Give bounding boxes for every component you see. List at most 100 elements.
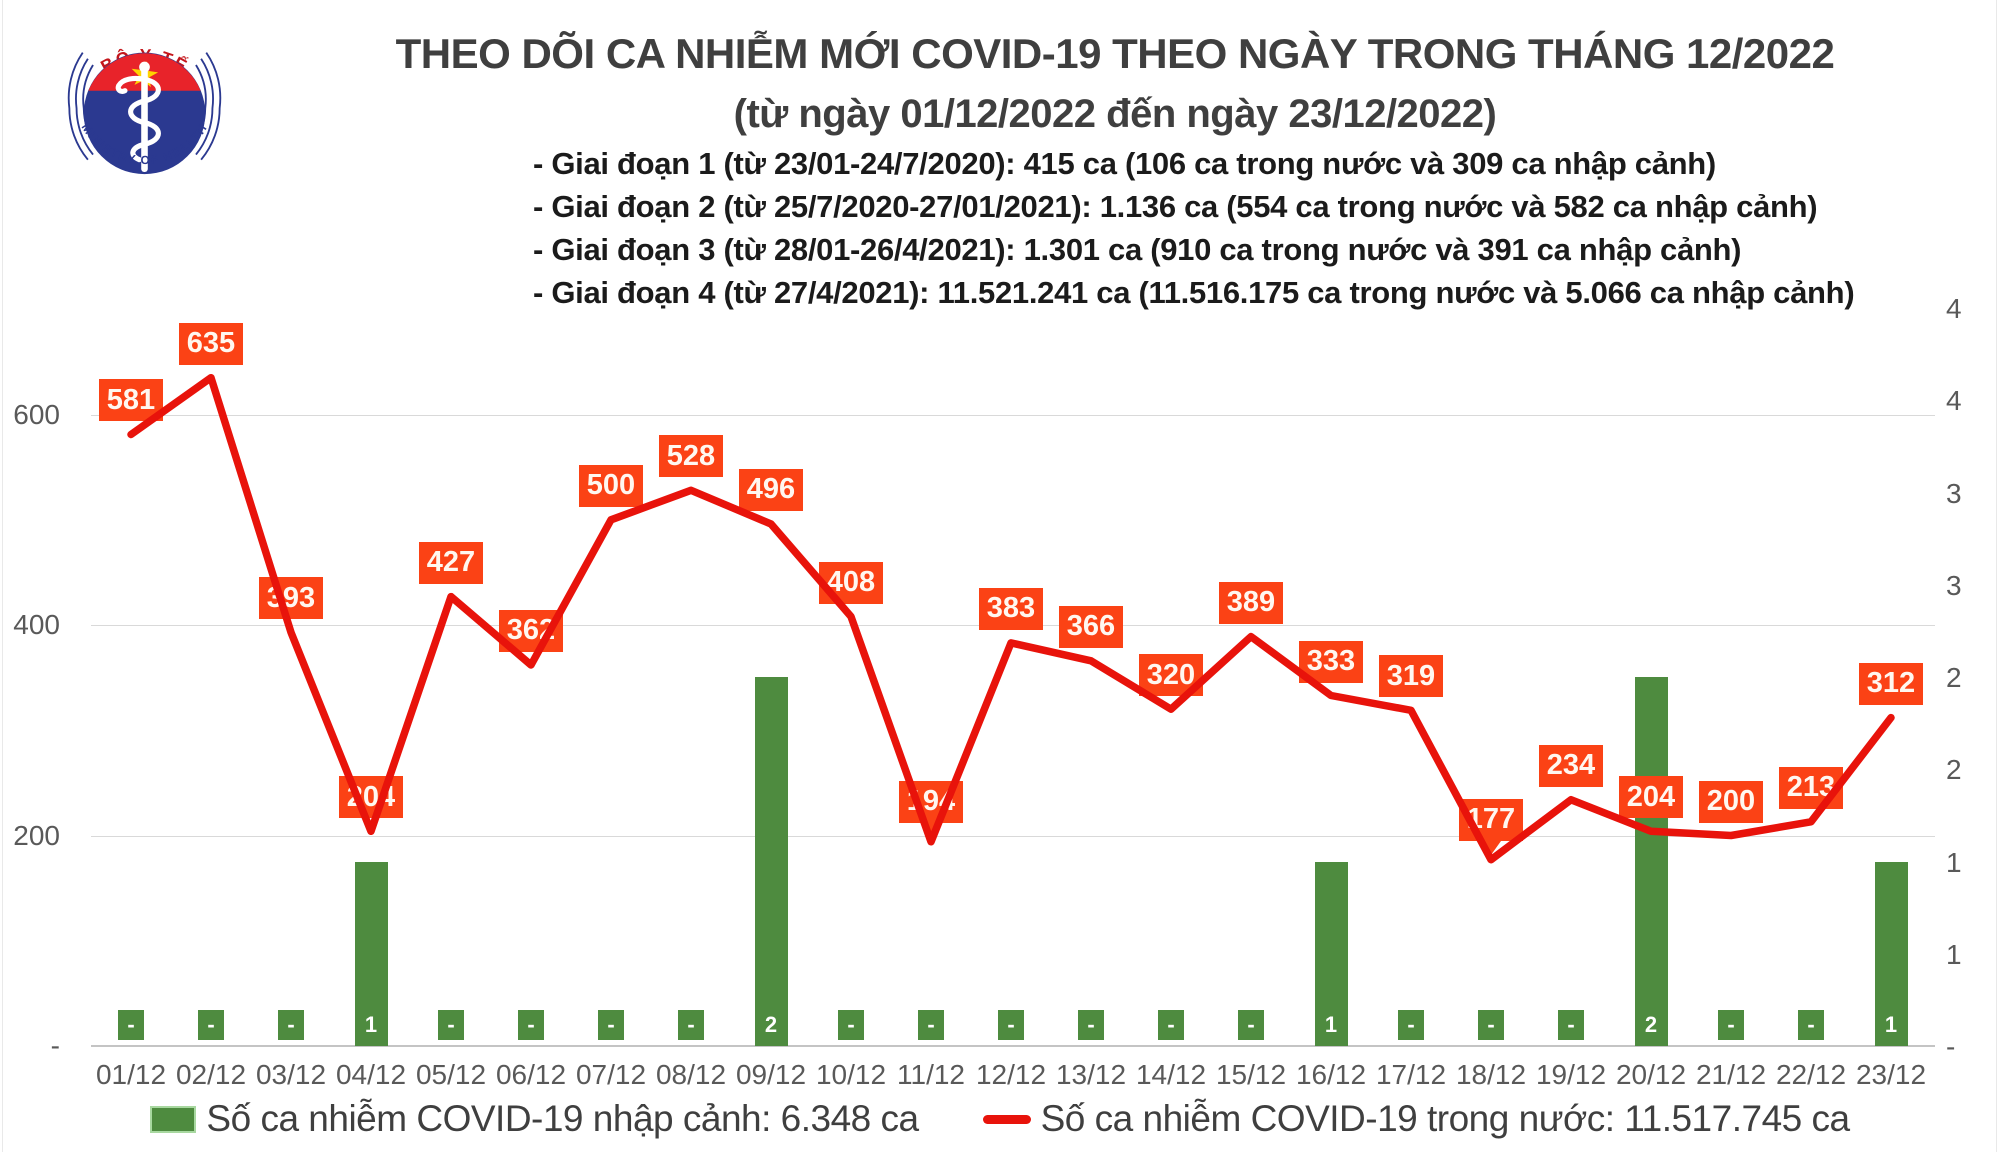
bar-value-chip: 2 <box>758 1010 784 1040</box>
logo-arcs <box>67 52 222 161</box>
bar-value-chip: - <box>118 1010 144 1040</box>
imported-cases-bar <box>754 677 788 1046</box>
y-axis-right-tick: - <box>1946 1031 1956 1062</box>
data-label-pointer-icon <box>1481 840 1501 855</box>
y-axis-right-tick: 3 <box>1946 569 1962 601</box>
bar-value-chip: - <box>598 1010 624 1040</box>
bar-value-chip: - <box>1798 1010 1824 1040</box>
line-data-label: 194 <box>899 780 963 823</box>
x-axis-date-label: 05/12 <box>415 1059 487 1090</box>
imported-cases-bar <box>1634 677 1668 1046</box>
bar-value-chip: 1 <box>358 1010 384 1040</box>
bar-value-chip: - <box>678 1010 704 1040</box>
y-axis-left-tick: - <box>50 1030 60 1061</box>
x-axis-date-label: 02/12 <box>175 1059 247 1090</box>
bar-value-chip: - <box>1078 1010 1104 1040</box>
legend-item-imported: Số ca nhiễm COVID-19 nhập cảnh: 6.348 ca <box>150 1098 919 1140</box>
line-series-swatch-icon <box>982 1114 1031 1124</box>
bar-value-chip: 2 <box>1638 1010 1664 1040</box>
y-axis-left-tick: 400 <box>13 609 60 640</box>
x-axis-date-label: 12/12 <box>975 1059 1047 1090</box>
y-axis-right-tick: 4 <box>1946 385 1962 417</box>
bar-value-chip: - <box>1718 1010 1744 1040</box>
line-data-label: 319 <box>1379 655 1443 698</box>
y-axis-right-tick: 1 <box>1946 846 1962 878</box>
x-axis-date-label: 07/12 <box>575 1059 647 1090</box>
line-data-label: 408 <box>819 561 883 604</box>
chart-left-border <box>2 0 3 1152</box>
gridline <box>91 414 1935 416</box>
x-axis-date-label: 16/12 <box>1295 1059 1367 1090</box>
line-data-label: 528 <box>659 435 723 478</box>
x-axis-date-label: 14/12 <box>1135 1059 1207 1090</box>
y-axis-right-tick: 2 <box>1946 754 1962 786</box>
x-axis-date-label: 17/12 <box>1375 1059 1447 1090</box>
line-data-label: 213 <box>1779 766 1843 809</box>
bar-value-chip: - <box>1158 1010 1184 1040</box>
data-label-pointer-icon <box>921 822 941 837</box>
page-title: THEO DÕI CA NHIỄM MỚI COVID-19 THEO NGÀY… <box>395 30 1835 77</box>
legend-item-domestic: Số ca nhiễm COVID-19 trong nước: 11.517.… <box>982 1098 1850 1140</box>
bar-value-chip: - <box>918 1010 944 1040</box>
bar-value-chip: - <box>518 1010 544 1040</box>
bar-series-swatch-icon <box>150 1105 197 1133</box>
bar-value-chip: - <box>1238 1010 1264 1040</box>
bar-value-chip: - <box>438 1010 464 1040</box>
x-axis-date-label: 10/12 <box>815 1059 887 1090</box>
chart-legend: Số ca nhiễm COVID-19 nhập cảnh: 6.348 ca… <box>0 1098 2000 1140</box>
legend-label-domestic: Số ca nhiễm COVID-19 trong nước: 11.517.… <box>1040 1098 1850 1139</box>
page-subtitle: (từ ngày 01/12/2022 đến ngày 23/12/2022) <box>733 92 1497 136</box>
x-axis-date-label: 08/12 <box>655 1059 727 1090</box>
bar-value-chip: - <box>1558 1010 1584 1040</box>
line-data-label: 383 <box>979 587 1043 630</box>
y-axis-left-tick: 200 <box>13 819 60 851</box>
x-axis-date-label: 06/12 <box>495 1059 567 1090</box>
x-axis-date-label: 11/12 <box>897 1059 965 1090</box>
line-data-label: 427 <box>419 541 483 584</box>
line-data-label: 177 <box>1459 798 1523 841</box>
legend-label-imported: Số ca nhiễm COVID-19 nhập cảnh: 6.348 ca <box>206 1098 919 1139</box>
x-axis-date-label: 21/12 <box>1695 1059 1767 1090</box>
note-giai-doan-3: - Giai đoạn 3 (từ 28/01-26/4/2021): 1.30… <box>533 232 1742 267</box>
ministry-of-health-logo: BỘ Y TẾ MINISTRY OF HEALTH <box>67 45 222 175</box>
y-axis-right-tick: 3 <box>1946 477 1962 509</box>
x-axis-date-label: 03/12 <box>255 1059 327 1090</box>
x-axis-line <box>91 1045 1935 1047</box>
y-axis-left-tick: 600 <box>13 398 60 430</box>
bar-value-chip: - <box>838 1010 864 1040</box>
note-giai-doan-2: - Giai đoạn 2 (từ 25/7/2020-27/01/2021):… <box>533 189 1818 224</box>
line-data-label: 312 <box>1859 662 1923 705</box>
line-data-label: 234 <box>1539 744 1603 787</box>
line-data-label: 389 <box>1219 581 1283 624</box>
x-axis-date-label: 01/12 <box>95 1059 167 1090</box>
line-data-label: 204 <box>1619 776 1683 819</box>
line-data-label: 362 <box>499 609 563 652</box>
x-axis-date-label: 18/12 <box>1455 1059 1527 1090</box>
bar-value-chip: 1 <box>1878 1010 1904 1040</box>
note-giai-doan-1: - Giai đoạn 1 (từ 23/01-24/7/2020): 415 … <box>533 146 1716 181</box>
line-data-label: 366 <box>1059 605 1123 648</box>
y-axis-right-tick: 4 <box>1946 293 1962 324</box>
line-data-label: 204 <box>339 776 403 819</box>
line-data-label: 496 <box>739 468 803 511</box>
x-axis-date-label: 15/12 <box>1215 1059 1287 1090</box>
x-axis-date-label: 23/12 <box>1855 1059 1927 1090</box>
line-data-label: 393 <box>259 577 323 620</box>
line-data-label: 333 <box>1299 640 1363 683</box>
x-axis-date-label: 09/12 <box>735 1059 807 1090</box>
bar-value-chip: 1 <box>1318 1010 1344 1040</box>
bar-value-chip: - <box>278 1010 304 1040</box>
title-block: THEO DÕI CA NHIỄM MỚI COVID-19 THEO NGÀY… <box>240 30 1990 137</box>
y-axis-right-tick: 1 <box>1946 938 1962 970</box>
x-axis-date-label: 13/12 <box>1055 1059 1127 1090</box>
y-axis-right-tick: 2 <box>1946 662 1962 693</box>
x-axis-date-label: 20/12 <box>1615 1059 1687 1090</box>
line-data-label: 635 <box>179 322 243 365</box>
chart-right-border <box>1996 0 1997 1152</box>
bar-value-chip: - <box>1398 1010 1424 1040</box>
x-axis-date-label: 04/12 <box>335 1059 407 1090</box>
bar-value-chip: - <box>998 1010 1024 1040</box>
line-data-label: 320 <box>1139 654 1203 697</box>
period-notes: - Giai đoạn 1 (từ 23/01-24/7/2020): 415 … <box>533 142 1855 314</box>
